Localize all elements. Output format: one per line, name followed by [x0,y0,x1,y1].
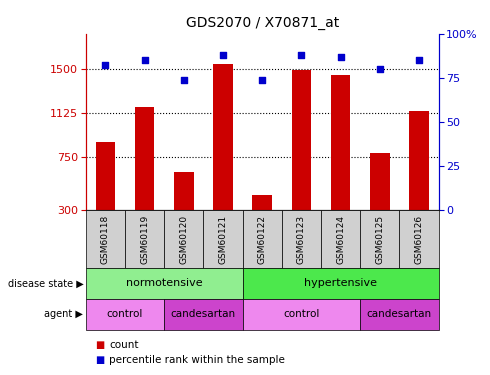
Point [101,63,109,69]
Text: GSM60121: GSM60121 [219,214,227,264]
Text: GSM60120: GSM60120 [179,214,188,264]
Text: control: control [283,309,319,319]
Text: count: count [109,340,139,350]
Text: agent ▶: agent ▶ [45,309,83,319]
Bar [213,64,233,245]
Title: GDS2070 / X70871_at: GDS2070 / X70871_at [186,16,339,30]
Text: GSM60126: GSM60126 [415,214,423,264]
Point [376,66,384,72]
Bar [370,153,390,245]
Text: candesartan: candesartan [171,309,236,319]
Text: GSM60118: GSM60118 [101,214,110,264]
Text: GSM60122: GSM60122 [258,214,267,264]
Point [337,54,344,60]
Point [219,52,227,58]
Text: normotensive: normotensive [126,279,202,288]
Text: control: control [107,309,143,319]
Bar [174,172,194,245]
Bar [331,75,350,245]
Text: GSM60124: GSM60124 [336,214,345,264]
Text: hypertensive: hypertensive [304,279,377,288]
Text: ■: ■ [96,355,105,364]
Bar [409,111,429,245]
Text: disease state ▶: disease state ▶ [7,279,83,288]
Point [141,57,148,63]
Bar [96,142,115,245]
Text: GSM60123: GSM60123 [297,214,306,264]
Bar [292,70,311,245]
Text: GSM60119: GSM60119 [140,214,149,264]
Point [180,76,188,82]
Text: percentile rank within the sample: percentile rank within the sample [109,355,285,364]
Bar [135,107,154,245]
Point [297,52,305,58]
Text: ■: ■ [96,340,105,350]
Point [258,76,266,82]
Text: GSM60125: GSM60125 [375,214,384,264]
Bar [252,195,272,245]
Point [415,57,423,63]
Text: candesartan: candesartan [367,309,432,319]
